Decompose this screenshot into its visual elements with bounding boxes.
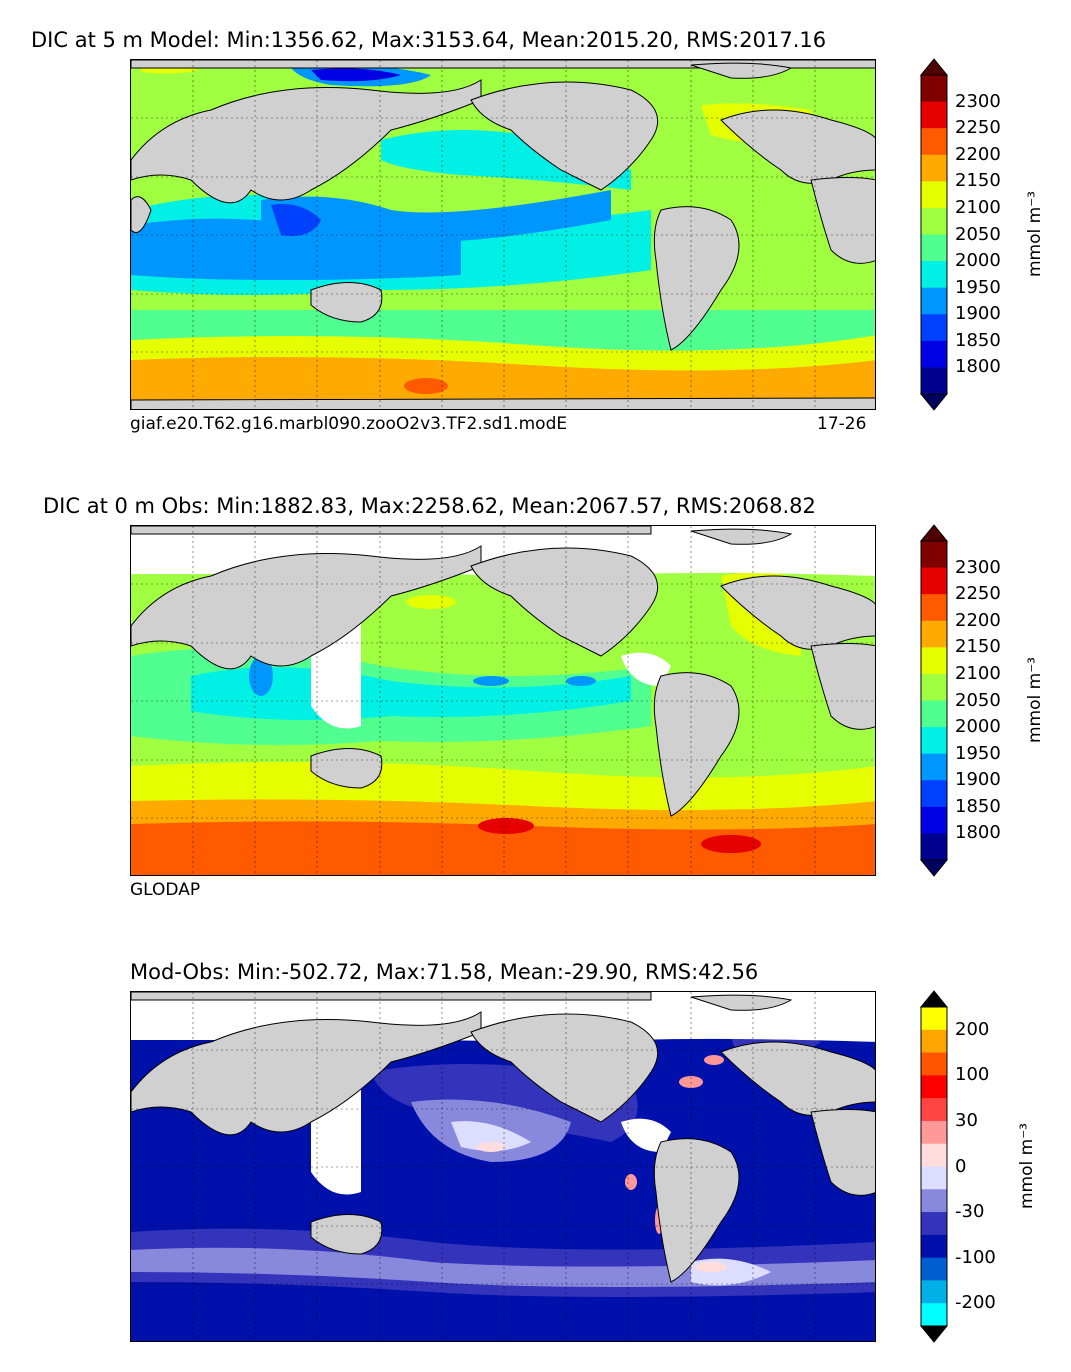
colorbar-swatch bbox=[921, 647, 947, 675]
colorbar-tick-label: 2200 bbox=[955, 143, 1001, 165]
obs-source: GLODAP bbox=[130, 880, 201, 900]
colorbar-under-triangle bbox=[919, 1325, 949, 1343]
colorbar-unit: mmol m⁻³ bbox=[1025, 657, 1045, 743]
model-case-name: giaf.e20.T62.g16.marbl090.zooO2v3.TF2.sd… bbox=[130, 414, 568, 434]
colorbar-swatches bbox=[919, 990, 949, 1343]
colorbar-swatch bbox=[921, 700, 947, 728]
colorbar-swatch bbox=[921, 1098, 947, 1122]
colorbar-swatch bbox=[921, 541, 947, 569]
colorbar-swatch bbox=[921, 234, 947, 262]
colorbar-swatch bbox=[921, 1029, 947, 1054]
colorbar-under-triangle bbox=[919, 393, 949, 411]
colorbar-tick-label: -100 bbox=[955, 1246, 996, 1268]
colorbar-over-triangle bbox=[919, 990, 949, 1008]
colorbar-tick-label: 1900 bbox=[955, 769, 1001, 791]
colorbar-swatch bbox=[921, 806, 947, 834]
colorbar-tick-label: 1850 bbox=[955, 795, 1001, 817]
colorbar-swatch bbox=[921, 181, 947, 209]
map-model-dic bbox=[130, 59, 876, 410]
colorbar-tick-label: 1950 bbox=[955, 276, 1001, 298]
colorbar-tick-label: 1950 bbox=[955, 742, 1001, 764]
colorbar-swatch bbox=[921, 1166, 947, 1190]
colorbar bbox=[919, 58, 949, 411]
colorbar-swatch bbox=[921, 1120, 947, 1145]
colorbar-swatch bbox=[921, 340, 947, 368]
map-plot bbox=[131, 992, 875, 1341]
colorbar-border bbox=[920, 540, 948, 861]
year-range: 17-26 bbox=[817, 414, 867, 434]
colorbar-swatch bbox=[921, 128, 947, 156]
colorbar-swatch bbox=[921, 1257, 947, 1281]
colorbar-over-triangle bbox=[919, 524, 949, 542]
colorbar-swatch bbox=[921, 833, 947, 861]
colorbar-swatch bbox=[921, 1007, 947, 1031]
colorbar-tick-label: 2050 bbox=[955, 223, 1001, 245]
colorbar bbox=[919, 990, 949, 1343]
panel-title: DIC at 5 m Model: Min:1356.62, Max:3153.… bbox=[31, 28, 827, 52]
colorbar-tick-label: 30 bbox=[955, 1109, 978, 1131]
colorbar-tick-label: 2150 bbox=[955, 636, 1001, 658]
colorbar-tick-label: 2100 bbox=[955, 196, 1001, 218]
colorbar-tick-label: 0 bbox=[955, 1155, 967, 1177]
colorbar-tick-label: 2250 bbox=[955, 117, 1001, 139]
colorbar-tick-label: 100 bbox=[955, 1064, 990, 1086]
colorbar-unit: mmol m⁻³ bbox=[1025, 191, 1045, 277]
colorbar-border bbox=[920, 1006, 948, 1327]
colorbar-tick-label: 2150 bbox=[955, 170, 1001, 192]
colorbar-swatch bbox=[921, 1303, 947, 1327]
colorbar-swatch bbox=[921, 75, 947, 103]
colorbar-swatch bbox=[921, 567, 947, 595]
colorbar bbox=[919, 524, 949, 877]
colorbar-tick-label: 2200 bbox=[955, 609, 1001, 631]
colorbar-tick-label: 1850 bbox=[955, 329, 1001, 351]
colorbar-tick-label: 2000 bbox=[955, 716, 1001, 738]
map-plot bbox=[131, 526, 875, 875]
colorbar-swatch bbox=[921, 673, 947, 701]
colorbar-swatch bbox=[921, 620, 947, 648]
colorbar-tick-label: 2250 bbox=[955, 583, 1001, 605]
colorbar-over-triangle bbox=[919, 58, 949, 76]
colorbar-tick-label: 2100 bbox=[955, 662, 1001, 684]
colorbar-swatches bbox=[919, 58, 949, 411]
colorbar-swatch bbox=[921, 780, 947, 808]
colorbar-tick-label: 200 bbox=[955, 1018, 990, 1040]
colorbar-under-triangle bbox=[919, 859, 949, 877]
colorbar-swatch bbox=[921, 1212, 947, 1236]
colorbar-tick-label: 2300 bbox=[955, 556, 1001, 578]
colorbar-tick-label: 2000 bbox=[955, 250, 1001, 272]
colorbar-swatch bbox=[921, 1075, 947, 1099]
map-plot bbox=[131, 60, 875, 409]
colorbar-swatch bbox=[921, 154, 947, 182]
colorbar-swatch bbox=[921, 261, 947, 289]
colorbar-tick-label: 2300 bbox=[955, 90, 1001, 112]
colorbar-tick-label: 2050 bbox=[955, 689, 1001, 711]
colorbar-unit: mmol m⁻³ bbox=[1017, 1123, 1037, 1209]
colorbar-swatch bbox=[921, 314, 947, 342]
colorbar-swatch bbox=[921, 1280, 947, 1304]
colorbar-tick-label: 1800 bbox=[955, 356, 1001, 378]
map-mod-minus-obs bbox=[130, 991, 876, 1342]
colorbar-swatch bbox=[921, 594, 947, 622]
colorbar-tick-label: 1900 bbox=[955, 303, 1001, 325]
panel-title: Mod-Obs: Min:-502.72, Max:71.58, Mean:-2… bbox=[130, 960, 759, 984]
colorbar-swatch bbox=[921, 101, 947, 129]
colorbar-border bbox=[920, 74, 948, 395]
colorbar-swatch bbox=[921, 367, 947, 395]
colorbar-swatch bbox=[921, 1052, 947, 1076]
colorbar-tick-label: -200 bbox=[955, 1292, 996, 1314]
colorbar-swatch bbox=[921, 753, 947, 781]
colorbar-swatches bbox=[919, 524, 949, 877]
colorbar-swatch bbox=[921, 727, 947, 755]
colorbar-swatch bbox=[921, 1234, 947, 1259]
colorbar-tick-label: -30 bbox=[955, 1201, 985, 1223]
panel-title: DIC at 0 m Obs: Min:1882.83, Max:2258.62… bbox=[43, 494, 816, 518]
colorbar-swatch bbox=[921, 207, 947, 235]
colorbar-swatch bbox=[921, 1189, 947, 1213]
colorbar-swatch bbox=[921, 1143, 947, 1167]
map-obs-dic bbox=[130, 525, 876, 876]
colorbar-tick-label: 1800 bbox=[955, 822, 1001, 844]
colorbar-swatch bbox=[921, 287, 947, 315]
